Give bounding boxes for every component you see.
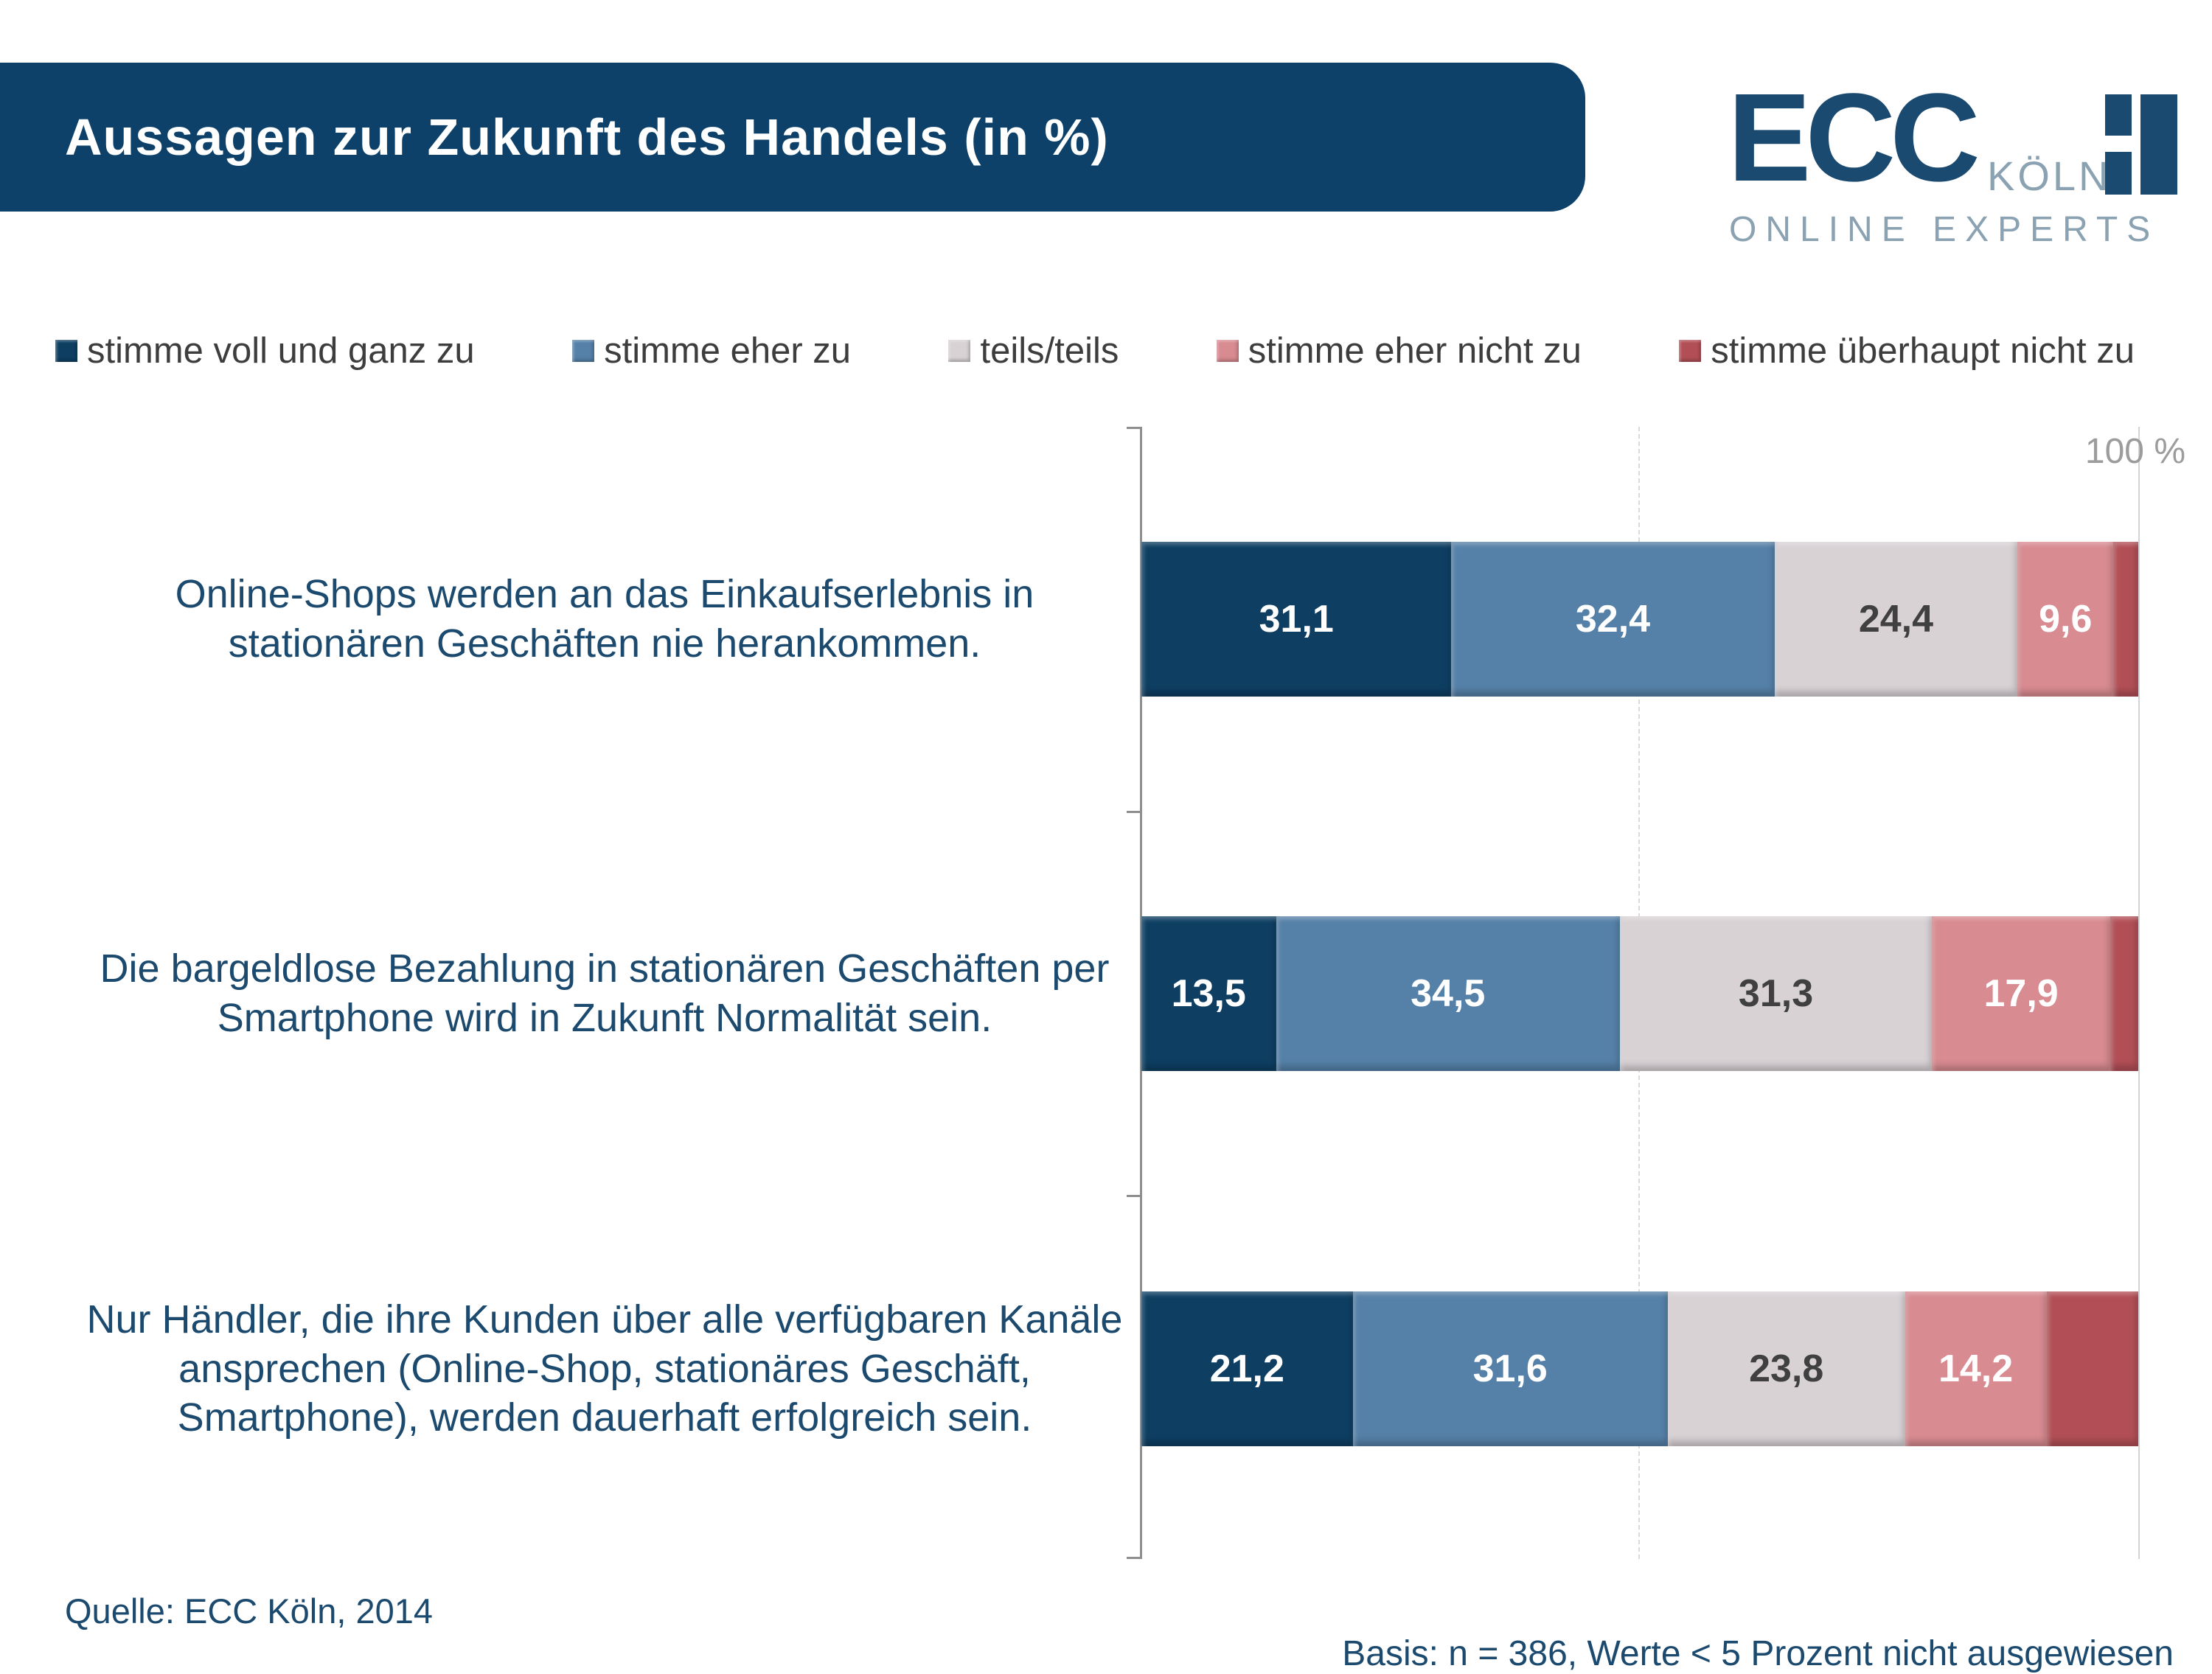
logo-h-right-bar [2140,94,2177,195]
bar-value-label: 24,4 [1858,598,1934,641]
bar-value-label: 31,6 [1472,1347,1548,1390]
logo-h-left-top-bar [2105,94,2132,136]
bar-value-label: 31,1 [1259,598,1334,641]
y-axis-line [1140,427,1142,1559]
bar-value-label: 32,4 [1575,598,1651,641]
bar-segment: 17,9 [1932,916,2111,1071]
bar-segment: 21,2 [1141,1291,1353,1446]
bar-segment: 31,3 [1619,916,1933,1071]
legend-label: stimme überhaupt nicht zu [1711,331,2135,371]
bar-value-label: 13,5 [1171,972,1246,1015]
bar-segment: 9,6 [2017,542,2114,697]
legend-item: stimme eher nicht zu [1216,330,1582,372]
legend: stimme voll und ganz zu stimme eher zu tei… [55,330,2135,372]
legend-swatch [55,340,77,362]
logo-h-mark-icon [2105,94,2179,195]
axis-tick [1127,427,1141,429]
ecc-koeln-logo: ECC KÖLN ONLINE EXPERTS [1728,75,2199,253]
legend-label: stimme eher zu [604,331,852,371]
bar-value-label: 17,9 [1983,972,2059,1015]
bar-segment: 23,8 [1667,1291,1905,1446]
legend-swatch [1679,340,1702,362]
category-label: Die bargeldlose Bezahlung in stationären… [100,946,1110,1040]
bar-value-label: 23,8 [1749,1347,1824,1390]
source-note: Quelle: ECC Köln, 2014 [65,1591,434,1631]
x-axis-max-label: 100 % [2084,432,2185,471]
legend-swatch [572,340,595,362]
bar-value-label: 21,2 [1209,1347,1284,1390]
category-label: Nur Händler, die ihre Kunden über alle v… [86,1297,1123,1440]
legend-item: stimme überhaupt nicht zu [1679,330,2135,372]
legend-swatch [1216,340,1239,362]
category-label: Online-Shops werden an das Einkaufserleb… [175,572,1034,666]
bar-segment: 32,4 [1451,542,1775,697]
bar-segment: 14,2 [1905,1291,2047,1446]
bar-row: 31,1 32,4 24,4 9,6 [1141,542,2138,697]
bar-value-label: 31,3 [1738,972,1814,1015]
logo-koeln-text: KÖLN [1987,153,2112,199]
legend-label: teils/teils [980,331,1119,371]
legend-item: stimme eher zu [572,330,851,372]
bar-segment: 34,5 [1276,916,1620,1071]
bar-segment: 31,6 [1352,1291,1668,1446]
bar-row: 13,5 34,5 31,3 17,9 [1141,916,2138,1071]
bar-value-label: 9,6 [2039,598,2093,641]
page-title: Aussagen zur Zukunft des Handels (in %) [65,108,1109,166]
logo-ecc-text: ECC [1728,68,1980,208]
legend-swatch [948,340,971,362]
bar-value-label: 34,5 [1411,972,1486,1015]
bar-row: 21,2 31,6 23,8 14,2 [1141,1291,2138,1446]
legend-item: teils/teils [948,330,1119,372]
legend-label: stimme eher nicht zu [1248,331,1582,371]
bar-segment [2046,1291,2138,1446]
axis-tick [1127,1195,1141,1197]
axis-tick [1127,1557,1141,1559]
bar-segment: 31,1 [1141,542,1452,697]
logo-h-left-bottom-bar [2105,152,2132,195]
bar-value-label: 14,2 [1938,1347,2014,1390]
axis-tick [1127,811,1141,813]
title-banner: Aussagen zur Zukunft des Handels (in %) [0,63,1585,212]
bar-segment: 24,4 [1774,542,2018,697]
legend-item: stimme voll und ganz zu [55,330,475,372]
bar-segment [2110,916,2138,1071]
basis-note: Basis: n = 386, Werte < 5 Prozent nicht … [1342,1634,2174,1673]
bar-segment [2113,542,2138,697]
logo-subtitle: ONLINE EXPERTS [1729,210,2160,249]
bar-segment: 13,5 [1141,916,1276,1071]
legend-label: stimme voll und ganz zu [87,331,475,371]
gridline-100-percent [2138,427,2140,1559]
